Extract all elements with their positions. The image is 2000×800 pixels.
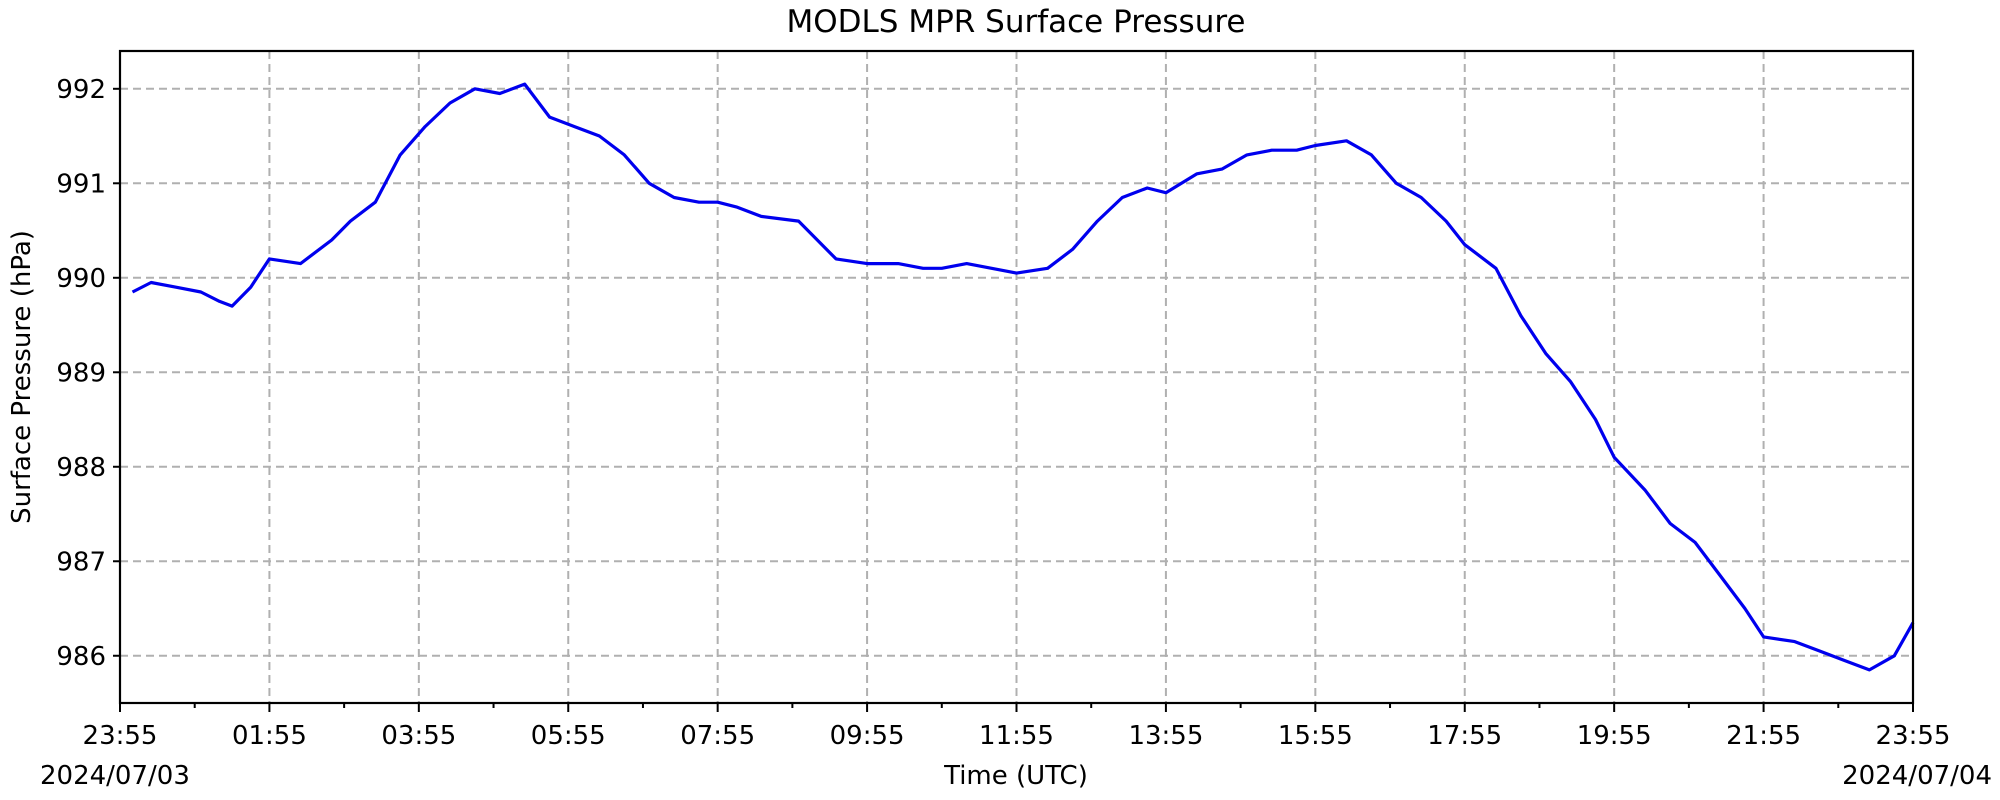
x-tick-label: 09:55 (830, 721, 905, 751)
y-tick-label: 988 (56, 453, 106, 483)
x-tick-label: 13:55 (1128, 721, 1203, 751)
x-date-end-label: 2024/07/04 (1842, 761, 1992, 791)
y-tick-label: 987 (56, 547, 106, 577)
grid (120, 51, 1913, 703)
y-tick-label: 991 (56, 169, 106, 199)
x-tick-label: 01:55 (232, 721, 307, 751)
x-tick-label: 07:55 (680, 721, 755, 751)
x-tick-label: 11:55 (979, 721, 1054, 751)
x-tick-label: 17:55 (1427, 721, 1502, 751)
y-tick-label: 986 (56, 642, 106, 672)
y-axis-label: Surface Pressure (hPa) (7, 230, 37, 524)
x-tick-label: 23:55 (1876, 721, 1951, 751)
axis-ticks: 986 987 988 989 990 991 992 23:55 01:55 03:55 05:5… (56, 75, 1950, 751)
x-tick-label: 23:55 (83, 721, 158, 751)
x-axis-label: Time (UTC) (943, 761, 1088, 791)
y-tick-label: 990 (56, 264, 106, 294)
x-tick-label: 19:55 (1577, 721, 1652, 751)
x-tick-label: 03:55 (381, 721, 456, 751)
x-date-start-label: 2024/07/03 (40, 761, 190, 791)
y-tick-label: 992 (56, 75, 106, 105)
series-line (131, 82, 1915, 672)
y-tick-label: 989 (56, 358, 106, 388)
x-tick-label: 15:55 (1278, 721, 1353, 751)
x-tick-label: 05:55 (531, 721, 606, 751)
x-tick-label: 21:55 (1726, 721, 1801, 751)
chart-title: MODLS MPR Surface Pressure (787, 4, 1246, 40)
